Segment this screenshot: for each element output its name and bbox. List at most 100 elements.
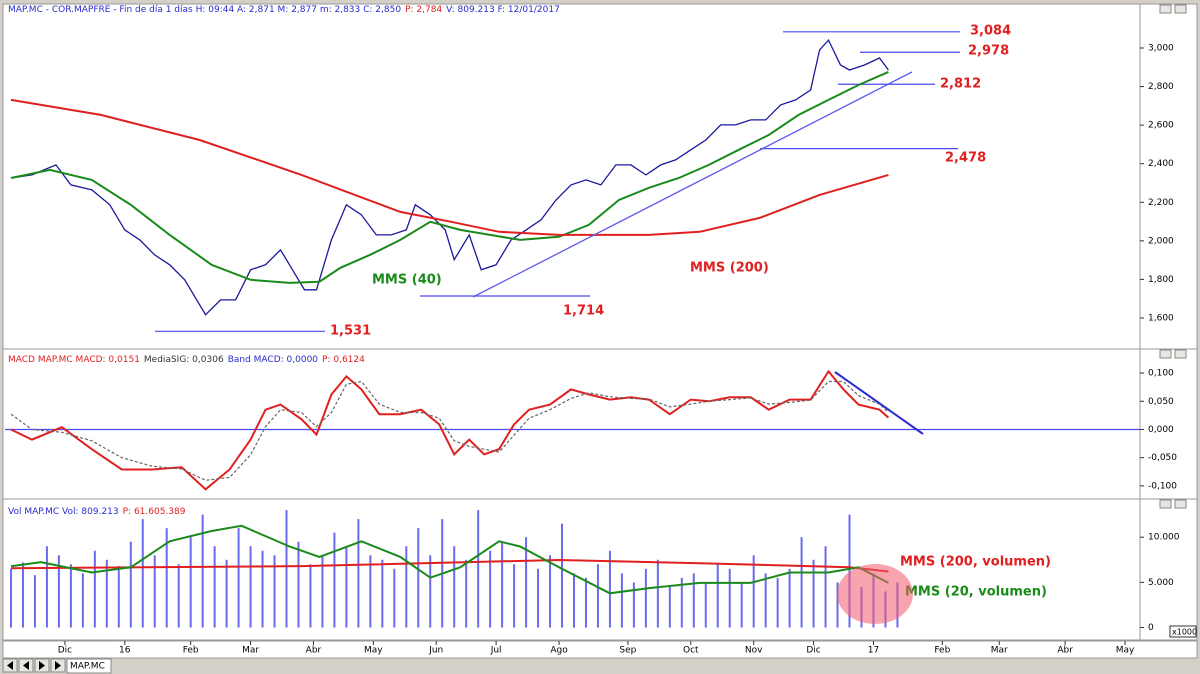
panel-button[interactable] xyxy=(1174,349,1187,359)
volume-bar xyxy=(165,528,168,628)
header-part: Vol MAP.MC Vol: 809.213 xyxy=(8,507,119,517)
panel-header: Vol MAP.MC Vol: 809.213 P: 61.605.389 xyxy=(8,507,186,517)
level-label: 1,714 xyxy=(563,304,604,319)
volume-bar xyxy=(561,523,564,628)
panel-button[interactable] xyxy=(1159,499,1172,509)
volume-bar xyxy=(369,555,372,628)
volume-bar xyxy=(105,559,108,628)
volume-bar xyxy=(429,555,432,628)
panel-button[interactable] xyxy=(1174,499,1187,509)
volume-bar xyxy=(644,568,647,628)
x-tick-label: Abr xyxy=(1057,646,1073,656)
header-part: P: 0,6124 xyxy=(322,355,365,365)
volume-bar xyxy=(69,564,72,628)
x-tick-label: Ago xyxy=(550,646,568,656)
y-tick-label: 1,600 xyxy=(1148,313,1174,323)
header-part: MediaSIG: 0,0306 xyxy=(144,355,224,365)
volume-bar xyxy=(297,541,300,628)
volume-bar xyxy=(417,528,420,628)
volume-bar xyxy=(848,514,851,628)
panel-bg xyxy=(2,3,1198,351)
symbol-tab[interactable] xyxy=(66,658,112,674)
volume-bar xyxy=(237,528,240,628)
volume-bar xyxy=(704,582,707,628)
header-part: Band MACD: 0,0000 xyxy=(228,355,319,365)
symbol-tab-label: MAP.MC xyxy=(70,662,105,672)
x-tick-label: Jun xyxy=(428,646,443,656)
volume-bar xyxy=(129,541,132,628)
x-tick-label: Abr xyxy=(306,646,322,656)
y-tick-label: -0,100 xyxy=(1148,481,1177,491)
units-box xyxy=(1169,625,1197,638)
volume-bar xyxy=(93,550,96,628)
level-label: 2,978 xyxy=(968,44,1009,59)
volume-bar xyxy=(201,514,204,628)
volume-bar xyxy=(501,541,504,628)
series-line xyxy=(10,98,889,236)
volume-bar xyxy=(405,546,408,628)
panel-button[interactable] xyxy=(1159,349,1172,359)
volume-bar xyxy=(740,582,743,628)
header-part: V: 809.213 F: 12/01/2017 xyxy=(446,5,560,15)
y-tick-label: 0,050 xyxy=(1148,397,1174,407)
volume-bar xyxy=(620,573,623,628)
panel-header: MAP.MC - COR.MAPFRE - Fin de día 1 días … xyxy=(8,5,560,15)
volume-bar xyxy=(333,532,336,628)
y-tick-label: 2,000 xyxy=(1148,236,1174,246)
volume-bar xyxy=(141,519,144,628)
nav-icon xyxy=(7,661,13,670)
series-label: MMS (20, volumen) xyxy=(905,585,1047,600)
y-tick-label: 0 xyxy=(1148,623,1154,633)
y-tick-label: 10.000 xyxy=(1148,533,1180,543)
volume-bar xyxy=(549,555,552,628)
volume-bar xyxy=(596,564,599,628)
y-tick-label: 2,600 xyxy=(1148,121,1174,131)
volume-bar xyxy=(716,564,719,628)
volume-bar xyxy=(824,546,827,628)
series-line xyxy=(10,70,889,284)
trend-line xyxy=(472,71,913,298)
volume-bar xyxy=(788,568,791,628)
volume-bar xyxy=(836,582,839,628)
x-tick-label: Sep xyxy=(619,646,636,656)
x-tick-label: Dic xyxy=(806,646,820,656)
panel-button[interactable] xyxy=(1159,4,1172,14)
highlight xyxy=(837,564,913,624)
volume-bar xyxy=(584,577,587,628)
series-label: MMS (200) xyxy=(690,261,769,276)
volume-bar xyxy=(309,564,312,628)
volume-bar xyxy=(117,566,120,628)
y-tick-label: -0,050 xyxy=(1148,453,1177,463)
x-tick-label: Oct xyxy=(683,646,699,656)
volume-bar xyxy=(9,568,12,628)
panel-button[interactable] xyxy=(1174,4,1187,14)
volume-bar xyxy=(680,577,683,628)
x-tick-label: Jul xyxy=(490,646,502,656)
units-label: x1000 xyxy=(1172,628,1197,637)
volume-bar xyxy=(692,573,695,628)
y-tick-label: 3,000 xyxy=(1148,43,1174,53)
volume-bar xyxy=(572,573,575,628)
x-tick-label: May xyxy=(364,646,383,656)
volume-bar xyxy=(153,555,156,628)
volume-bar xyxy=(189,537,192,628)
volume-bar xyxy=(261,550,264,628)
volume-bar xyxy=(489,550,492,628)
price-line xyxy=(10,38,889,316)
volume-bar xyxy=(525,537,528,628)
x-tick-label: Nov xyxy=(745,646,763,656)
panel-header: MACD MAP.MC MACD: 0,0151 MediaSIG: 0,0306… xyxy=(8,355,365,365)
volume-bar xyxy=(752,555,755,628)
level-label: 3,084 xyxy=(970,24,1011,39)
x-tick-label: Feb xyxy=(934,646,950,656)
y-tick-label: 2,400 xyxy=(1148,159,1174,169)
volume-bar xyxy=(537,568,540,628)
volume-bar xyxy=(477,510,480,628)
level-label: 1,531 xyxy=(330,324,371,339)
volume-bar xyxy=(632,582,635,628)
panel-bg xyxy=(2,498,1198,641)
y-tick-label: 5.000 xyxy=(1148,578,1174,588)
volume-bar xyxy=(357,519,360,628)
volume-bar xyxy=(381,559,384,628)
